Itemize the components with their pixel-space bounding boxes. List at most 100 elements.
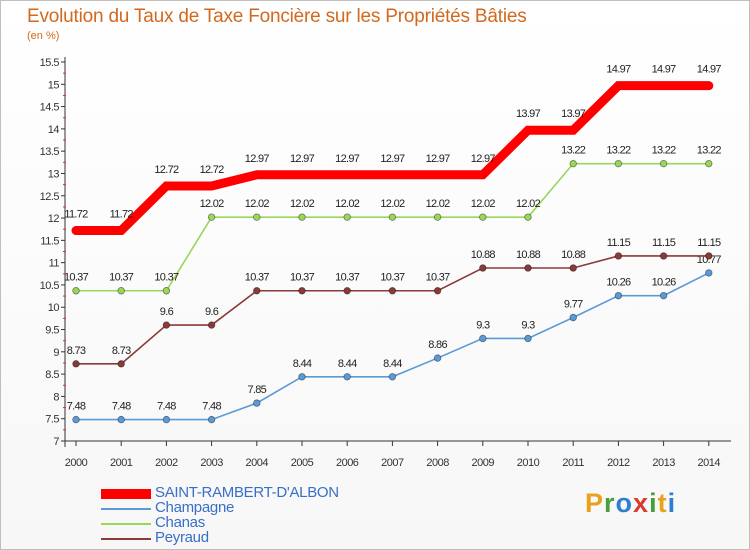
data-point [615,82,622,89]
data-label: 7.48 [67,401,86,413]
data-point [433,213,442,221]
data-label: 7.48 [112,401,131,413]
data-point [705,269,713,277]
data-point [207,415,216,424]
data-point [253,171,260,178]
y-tick-label: 13 [48,168,60,180]
data-label: 13.22 [606,145,631,157]
data-point [72,360,80,368]
y-tick-label: 11.5 [40,235,59,247]
data-point [705,82,712,89]
data-label: 10.37 [245,272,270,284]
data-point [73,227,79,234]
data-point [660,82,667,89]
data-label: 8.73 [112,345,131,357]
y-tick-label: 12 [48,213,60,225]
x-tick-label: 2008 [426,457,449,469]
x-tick-label: 2014 [698,457,721,469]
data-point [207,213,216,221]
data-point [118,227,125,234]
data-label: 8.73 [67,345,86,357]
data-point [388,287,397,295]
data-label: 12.02 [516,198,541,210]
x-tick-label: 2002 [155,457,178,469]
data-label: 9.6 [160,306,174,318]
data-label: 14.97 [606,64,631,76]
data-point [569,264,577,272]
logo-letter: r [604,488,616,518]
x-tick-label: 2010 [517,457,540,469]
data-label: 13.22 [652,145,677,157]
data-point [253,213,261,221]
series-line-1 [75,272,710,421]
data-point [479,264,487,272]
data-point [253,399,261,407]
x-tick-label: 2012 [607,457,630,469]
data-label: 10.77 [697,254,722,266]
y-tick-label: 8 [53,391,59,403]
data-label: 9.3 [521,319,535,331]
logo-letter: i [649,488,658,518]
data-label: 14.97 [697,64,722,76]
data-label: 11.15 [652,237,676,249]
data-point [208,182,215,189]
data-point [705,159,713,168]
y-tick-label: 14 [48,124,60,136]
y-tick-label: 10 [48,302,60,314]
data-label: 12.02 [426,198,451,210]
data-label: 12.97 [245,153,270,165]
data-point [389,171,396,178]
data-point [433,287,442,295]
data-point [524,334,532,343]
data-point [388,373,397,381]
data-label: 12.02 [380,198,405,210]
y-tick-label: 7.5 [45,414,59,426]
data-label: 14.97 [652,64,677,76]
data-point [298,373,306,381]
x-tick-label: 2003 [200,457,223,469]
legend-label: Chanas [155,514,205,531]
logo-letter: P [585,488,605,518]
legend-swatch [101,538,151,540]
data-label: 12.97 [471,153,496,165]
data-point [659,291,668,300]
data-label: 12.97 [426,153,451,165]
y-tick-label: 9.5 [45,325,59,337]
x-tick-label: 2004 [246,457,269,469]
data-label: 9.77 [564,298,583,310]
x-tick-label: 2007 [381,457,404,469]
data-label: 10.88 [471,249,496,261]
data-label: 10.37 [109,272,134,284]
data-label: 11.15 [607,237,631,249]
data-point [659,252,668,260]
data-point [298,287,306,295]
data-point [388,213,397,221]
data-point [479,334,487,343]
logo-letter: t [657,488,668,518]
data-label: 12.02 [335,198,360,210]
legend-swatch [101,489,151,499]
data-label: 8.44 [293,358,312,370]
data-label: 9.6 [205,306,219,318]
data-label: 12.02 [290,198,315,210]
data-label: 12.02 [471,198,496,210]
data-label: 12.97 [290,153,315,165]
x-tick-label: 2011 [562,457,584,469]
logo-letter: i [667,488,677,518]
data-label: 8.44 [383,358,402,370]
data-point [117,360,125,368]
data-point [117,287,125,295]
data-point [207,321,216,329]
data-point [659,159,668,168]
data-label: 10.37 [335,272,360,284]
x-tick-label: 2005 [291,457,314,469]
data-point [524,264,532,272]
y-tick-label: 14.5 [40,102,60,114]
data-label: 10.37 [380,272,405,284]
y-axis-unit: (en %) [27,30,60,42]
data-label: 13.22 [561,145,586,157]
legend-label: Champagne [155,499,235,516]
y-tick-label: 15 [48,79,60,91]
